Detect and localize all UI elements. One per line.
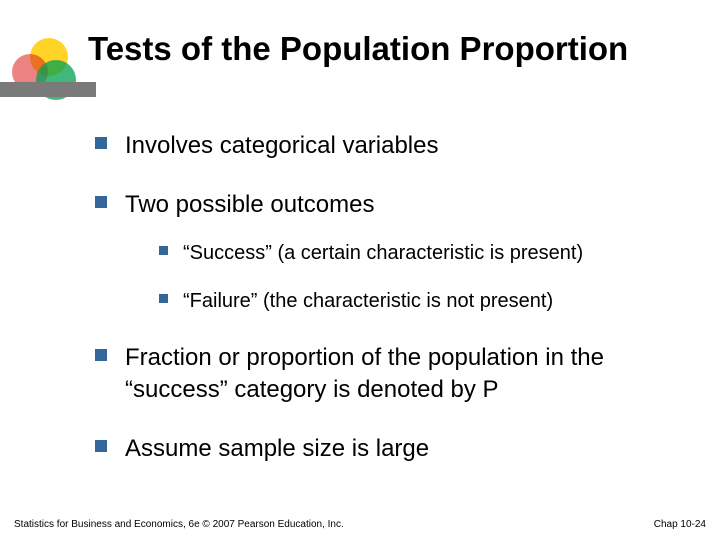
- bullet-sublist: “Success” (a certain characteristic is p…: [125, 240, 690, 314]
- bullet-subtext: “Success” (a certain characteristic is p…: [183, 242, 583, 264]
- slide-header: Tests of the Population Proportion: [0, 0, 720, 110]
- bullet-list: Involves categorical variables Two possi…: [0, 130, 720, 464]
- bullet-item: Assume sample size is large: [95, 433, 690, 464]
- bullet-subtext: “Failure” (the characteristic is not pre…: [183, 290, 553, 312]
- bullet-item: Involves categorical variables: [95, 130, 690, 161]
- logo-underline: [0, 82, 96, 97]
- bullet-text: Fraction or proportion of the population…: [125, 344, 604, 402]
- bullet-text: Assume sample size is large: [125, 435, 429, 462]
- footer-left: Statistics for Business and Economics, 6…: [14, 519, 344, 530]
- footer-right: Chap 10-24: [654, 519, 706, 530]
- bullet-text: Two possible outcomes: [125, 191, 374, 218]
- bullet-item: Two possible outcomes “Success” (a certa…: [95, 189, 690, 314]
- bullet-text: Involves categorical variables: [125, 132, 439, 159]
- bullet-subitem: “Success” (a certain characteristic is p…: [159, 240, 690, 266]
- bullet-item: Fraction or proportion of the population…: [95, 342, 690, 404]
- slide-footer: Statistics for Business and Economics, 6…: [14, 519, 706, 530]
- slide-title: Tests of the Population Proportion: [88, 30, 714, 68]
- bullet-subitem: “Failure” (the characteristic is not pre…: [159, 288, 690, 314]
